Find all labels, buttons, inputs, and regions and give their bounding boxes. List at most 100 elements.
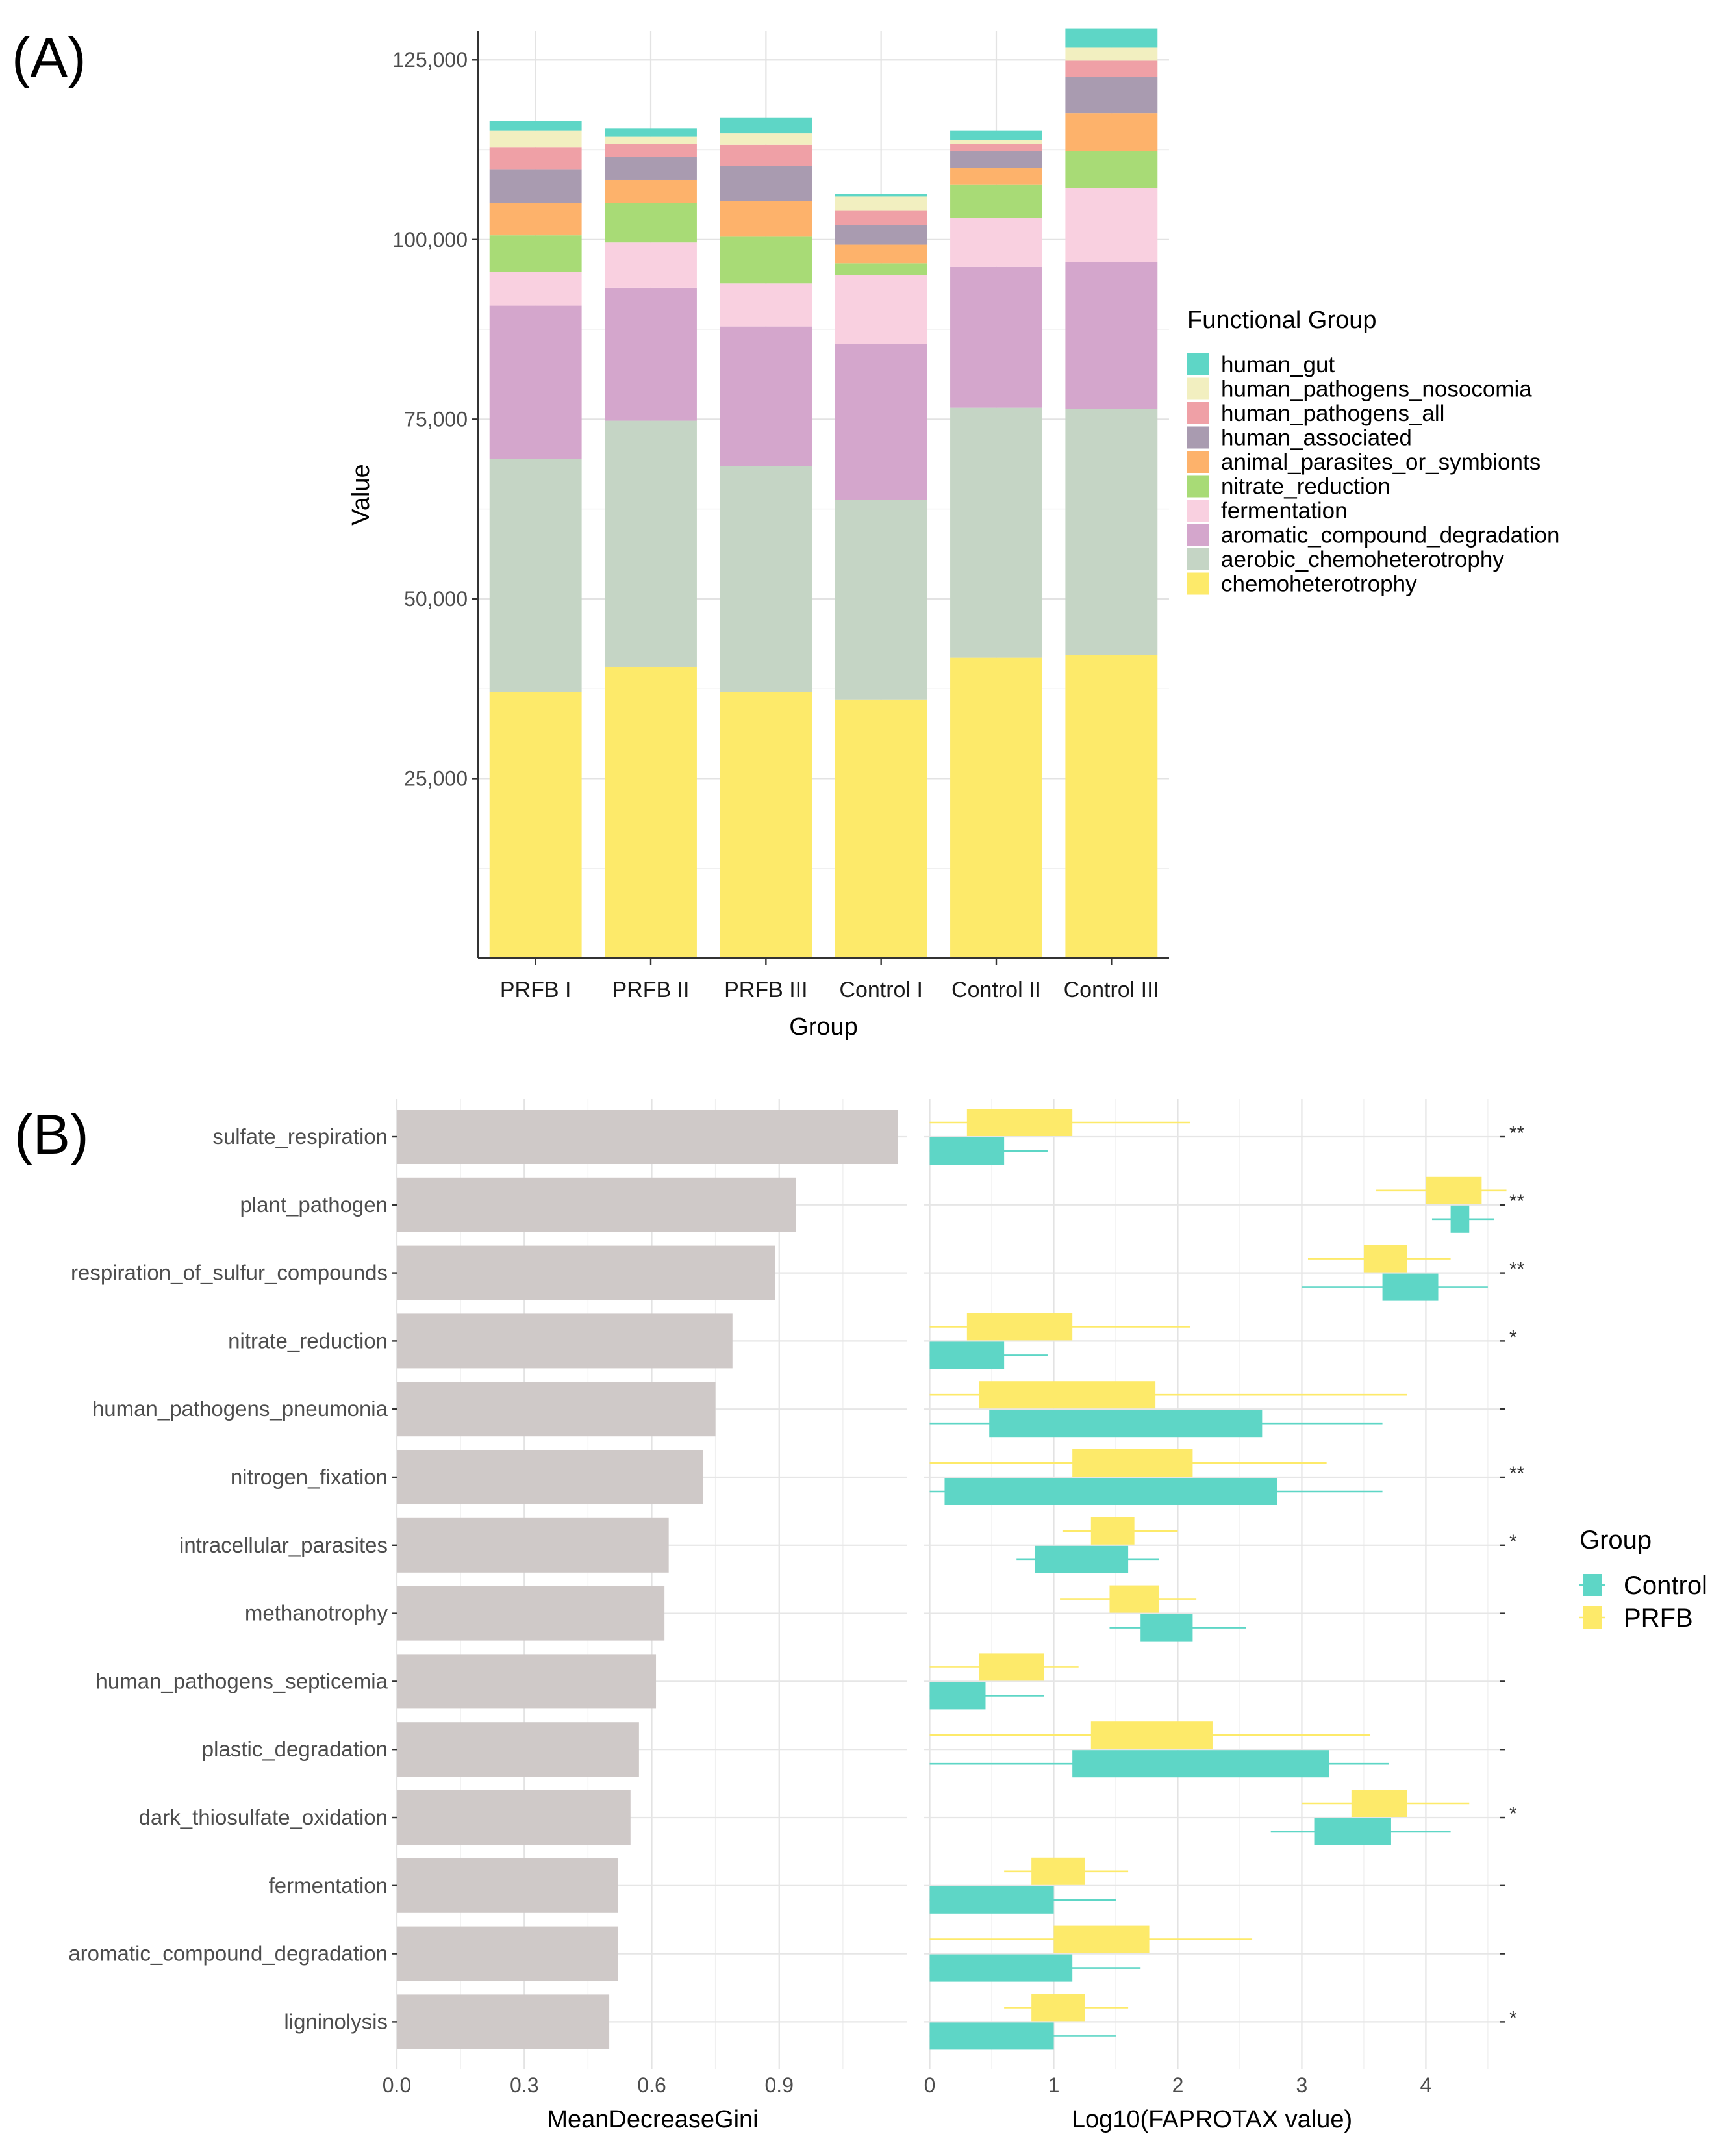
x-tick-label: Control II	[951, 978, 1041, 1002]
row-label-aromatic-compound-degradation: aromatic_compound_degradation	[68, 1942, 388, 1966]
bar-control-i-human-associated	[835, 225, 927, 245]
bar-control-iii-aerobic-chemoheterotrophy	[1065, 409, 1158, 655]
gini-bar-dark-thiosulfate-oxidation	[397, 1790, 631, 1845]
bar-control-iii-nitrate-reduction	[1065, 151, 1158, 188]
legend-swatch-nitrate-reduction	[1187, 475, 1209, 498]
x-tick-label: PRFB I	[500, 978, 572, 1002]
gini-bar-fermentation	[397, 1858, 618, 1913]
significance-mark: **	[1509, 1463, 1525, 1484]
legend-label-human-pathogens-nosocomia: human_pathogens_nosocomia	[1221, 377, 1532, 402]
row-label-nitrogen-fixation: nitrogen_fixation	[231, 1465, 388, 1489]
legend-swatch-human-pathogens-nosocomia	[1187, 377, 1209, 400]
x-tick-label: 0	[924, 2073, 936, 2097]
prfb-row-13-box	[1053, 1925, 1150, 1953]
row-label-intracellular-parasites: intracellular_parasites	[179, 1533, 388, 1557]
bar-control-ii-animal-parasites-or-symbionts	[950, 168, 1042, 185]
y-tick-label: 50,000	[404, 587, 468, 611]
gini-bar-plant-pathogen	[397, 1177, 796, 1232]
bar-prfb-iii-human-gut	[720, 117, 812, 134]
control-row-9-box	[929, 1682, 986, 1710]
control-row-7-box	[1035, 1545, 1129, 1573]
bar-control-i-human-pathogens-nosocomia	[835, 196, 927, 211]
bar-control-i-chemoheterotrophy	[835, 699, 927, 958]
x-tick-label: 3	[1296, 2073, 1308, 2097]
y-tick-label: 25,000	[404, 767, 468, 790]
bar-prfb-ii-human-associated	[605, 157, 697, 180]
gini-bar-ligninolysis	[397, 1994, 610, 2049]
legend-swatch-human-pathogens-all	[1187, 402, 1209, 424]
gini-bar-aromatic-compound-degradation	[397, 1926, 618, 1981]
bar-control-iii-animal-parasites-or-symbionts	[1065, 113, 1158, 151]
bar-prfb-i-human-gut	[489, 121, 582, 131]
x-tick-label: 0.9	[765, 2073, 794, 2097]
bar-control-iii-human-associated	[1065, 77, 1158, 114]
control-row-5-box	[989, 1410, 1263, 1438]
prfb-row-12-box	[1031, 1857, 1085, 1885]
legend-swatch-aerobic-chemoheterotrophy	[1187, 548, 1209, 570]
control-row-1-box	[929, 1137, 1005, 1165]
bar-prfb-i-aromatic-compound-degradation	[489, 305, 582, 459]
gini-bar-intracellular-parasites	[397, 1517, 669, 1573]
prfb-row-3-box	[1363, 1245, 1407, 1273]
x-tick-label: 0.3	[510, 2073, 538, 2097]
gini-bar-respiration-of-sulfur-compounds	[397, 1245, 775, 1300]
gini-bar-nitrate-reduction	[397, 1313, 733, 1369]
control-row-10-box	[1072, 1750, 1329, 1778]
y-tick-label: 125,000	[392, 48, 468, 71]
significance-mark: *	[1509, 1326, 1517, 1348]
bar-prfb-iii-aerobic-chemoheterotrophy	[720, 466, 812, 692]
control-row-6-box	[944, 1478, 1277, 1505]
control-row-4-box	[929, 1341, 1005, 1369]
legend-swatch-prfb	[1583, 1606, 1602, 1629]
bar-control-ii-aromatic-compound-degradation	[950, 266, 1042, 408]
significance-mark: **	[1509, 1191, 1525, 1212]
significance-mark: **	[1509, 1259, 1525, 1280]
bar-prfb-i-animal-parasites-or-symbionts	[489, 203, 582, 236]
row-label-sulfate-respiration: sulfate_respiration	[212, 1124, 388, 1148]
control-row-11-box	[1314, 1818, 1391, 1845]
legend-swatch-aromatic-compound-degradation	[1187, 524, 1209, 546]
row-label-human-pathogens-septicemia: human_pathogens_septicemia	[96, 1669, 388, 1693]
control-row-3-box	[1382, 1273, 1439, 1301]
bar-prfb-i-aerobic-chemoheterotrophy	[489, 459, 582, 692]
bar-control-i-human-gut	[835, 194, 927, 197]
bar-prfb-iii-aromatic-compound-degradation	[720, 326, 812, 466]
significance-mark: *	[1509, 1803, 1517, 1825]
legend-label-prfb: PRFB	[1624, 1604, 1693, 1632]
prfb-row-2-box	[1426, 1176, 1482, 1204]
legend-swatch-fermentation	[1187, 500, 1209, 522]
bar-control-i-aerobic-chemoheterotrophy	[835, 500, 927, 700]
bar-prfb-iii-human-pathogens-nosocomia	[720, 133, 812, 145]
y-tick-label: 75,000	[404, 407, 468, 431]
gini-bar-human-pathogens-septicemia	[397, 1654, 657, 1709]
control-row-14-box	[929, 2022, 1054, 2050]
legend-title: Functional Group	[1187, 307, 1377, 334]
x-axis-title: Log10(FAPROTAX value)	[1072, 2106, 1352, 2133]
x-tick-label: Control III	[1064, 978, 1159, 1002]
row-label-human-pathogens-pneumonia: human_pathogens_pneumonia	[92, 1397, 388, 1421]
row-label-plastic-degradation: plastic_degradation	[202, 1737, 388, 1761]
bar-prfb-ii-chemoheterotrophy	[605, 666, 697, 958]
x-tick-label: 1	[1048, 2073, 1060, 2097]
bar-prfb-i-human-pathogens-nosocomia	[489, 130, 582, 148]
significance-mark: *	[1509, 1531, 1517, 1553]
bar-control-i-animal-parasites-or-symbionts	[835, 244, 927, 264]
x-tick-label: PRFB II	[612, 978, 689, 1002]
prfb-row-4-box	[966, 1313, 1073, 1341]
bar-prfb-ii-human-pathogens-nosocomia	[605, 136, 697, 144]
legend-title: Group	[1579, 1526, 1652, 1554]
bar-control-ii-human-associated	[950, 151, 1042, 168]
legend-swatch-animal-parasites-or-symbionts	[1187, 451, 1209, 473]
bar-prfb-iii-nitrate-reduction	[720, 236, 812, 284]
row-label-nitrate-reduction: nitrate_reduction	[228, 1328, 388, 1352]
significance-mark: **	[1509, 1122, 1525, 1144]
bar-prfb-ii-nitrate-reduction	[605, 203, 697, 243]
prfb-row-6-box	[1072, 1449, 1193, 1477]
control-row-8-box	[1140, 1614, 1193, 1642]
bar-control-iii-chemoheterotrophy	[1065, 655, 1158, 958]
x-tick-label: 0.0	[383, 2073, 411, 2097]
bar-control-iii-aromatic-compound-degradation	[1065, 262, 1158, 409]
gini-bar-chart: sulfate_respiration plant_pathogenrespira…	[68, 1099, 907, 2133]
